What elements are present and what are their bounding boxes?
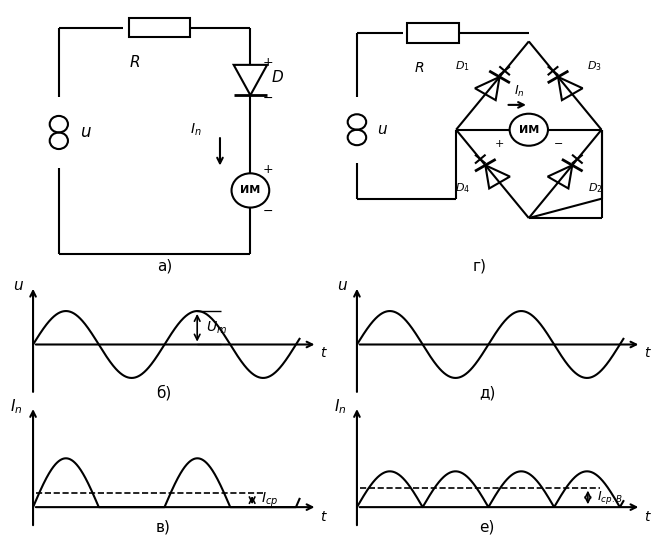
Text: е): е) [479,519,495,534]
Text: −: − [262,205,273,217]
Text: $I_n$: $I_n$ [190,121,202,138]
Text: г): г) [472,258,486,273]
Text: $D_4$: $D_4$ [455,181,470,194]
Text: R: R [130,55,140,70]
Text: −: − [262,92,273,105]
Text: в): в) [156,519,171,534]
Text: $D_2$: $D_2$ [588,181,602,194]
Text: б): б) [156,385,171,401]
Text: t: t [320,511,326,524]
Text: $D_1$: $D_1$ [455,60,470,73]
Text: а): а) [157,258,173,273]
Text: −: − [554,139,563,148]
Text: +: + [262,56,273,68]
Text: u: u [13,278,22,294]
Text: t: t [320,346,326,360]
Text: $U_m$: $U_m$ [206,320,227,336]
Text: +: + [262,163,273,176]
Text: $D_3$: $D_3$ [588,60,602,73]
Text: t: t [644,346,650,360]
Text: +: + [494,139,504,148]
Text: R: R [415,61,424,75]
Text: u: u [336,278,346,294]
Text: u: u [377,122,387,137]
Text: D: D [272,70,284,85]
Text: $I_{cp}$: $I_{cp}$ [261,491,278,509]
Text: t: t [644,511,650,524]
Text: $I_n$: $I_n$ [10,397,22,416]
Text: $I_{cp.B}$: $I_{cp.B}$ [597,489,623,506]
Text: д): д) [479,385,495,401]
Text: $I_n$: $I_n$ [334,397,346,416]
Text: $I_n$: $I_n$ [514,83,524,99]
Text: ИМ: ИМ [240,185,260,195]
Text: u: u [80,124,91,141]
Bar [129,18,190,38]
Text: ИМ: ИМ [519,125,539,135]
Bar [407,23,459,43]
